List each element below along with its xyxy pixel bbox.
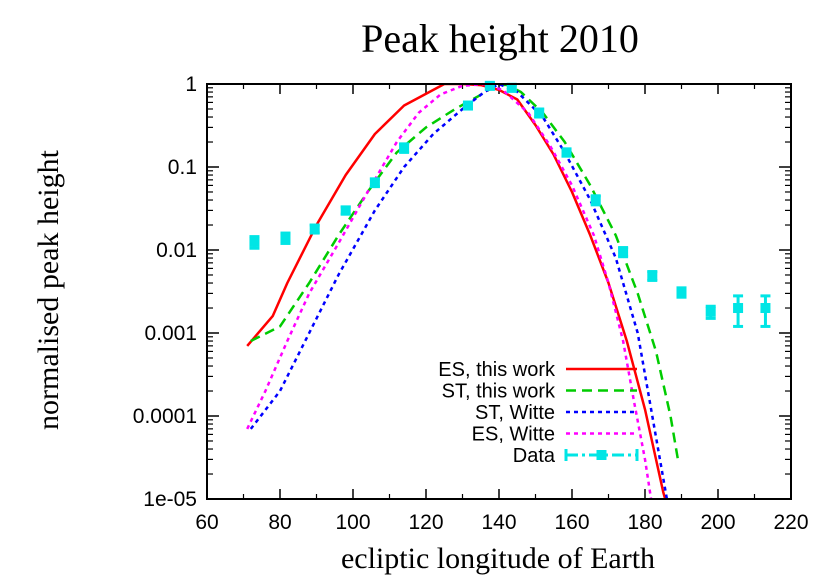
x-tick-label: 220 [773,511,808,534]
series-layer [246,80,771,499]
x-tick-label: 180 [627,511,662,534]
data-point [309,223,320,234]
series-line-es-witte [246,84,653,499]
y-tick-label: 0.0001 [133,405,197,428]
legend-label: ST, this work [442,381,556,403]
data-point [484,80,495,91]
data-point [506,82,517,93]
data-point [399,142,410,153]
data-point [647,270,658,281]
x-axis-label: ecliptic longitude of Earth [341,542,655,575]
data-point [590,195,601,206]
data-point [340,205,351,216]
x-tick-label: 120 [408,511,443,534]
legend-swatch-point [596,450,607,460]
x-tick-label: 140 [481,511,516,534]
axis-ticks: 60 80 100 120 140 160 180 200 220 1e-05 0.0001 0.00… [133,73,809,534]
series-line-es-this-work [246,84,667,499]
x-tick-label: 80 [268,511,291,534]
data-point [618,246,629,257]
series-data [249,80,771,328]
x-tick-label: 60 [195,511,218,534]
data-point [249,236,260,247]
data-point [369,177,380,188]
y-axis-label: normalised peak height [32,149,65,430]
data-point [676,287,687,298]
y-tick-label: 1e-05 [143,488,197,511]
legend-label: ES, Witte [472,424,555,446]
y-tick-label: 1 [185,73,197,96]
series-line-st-witte [249,84,669,499]
x-tick-label: 100 [335,511,370,534]
data-point [462,100,473,111]
data-point [280,232,291,243]
data-point [733,303,744,314]
legend-label: ES, this work [438,359,556,381]
x-tick-label: 200 [700,511,735,534]
data-point [561,147,572,158]
y-tick-label: 0.001 [144,322,197,345]
legend-label: Data [513,445,556,467]
plot-frame [206,83,792,500]
chart-title: Peak height 2010 [361,16,639,61]
legend-label: ST, Witte [475,402,555,424]
data-point [534,107,545,118]
series-line-st-this-work [250,84,680,460]
x-tick-label: 160 [554,511,589,534]
y-tick-label: 0.1 [168,156,197,179]
data-point [705,306,716,317]
y-tick-label: 0.01 [156,239,197,262]
data-point [760,303,771,314]
